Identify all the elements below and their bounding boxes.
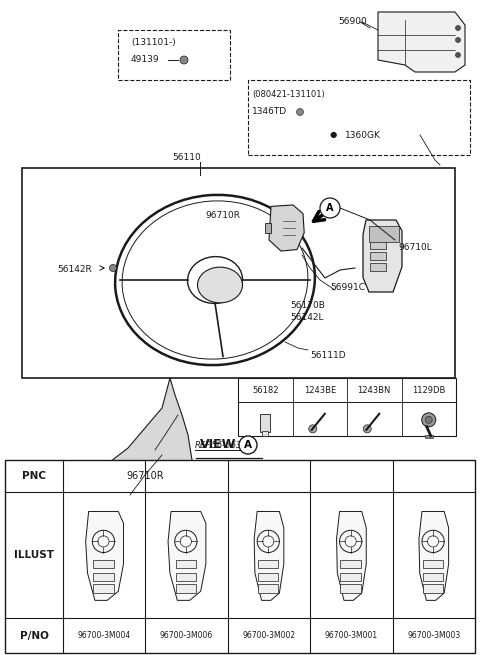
Bar [258, 584, 278, 593]
Bar [5, 460, 475, 653]
Text: 96700-3M006: 96700-3M006 [160, 631, 213, 640]
Text: 49139: 49139 [131, 56, 160, 64]
Polygon shape [168, 512, 206, 601]
Bar [262, 431, 268, 436]
Bar [93, 572, 114, 581]
Bar [370, 252, 386, 260]
Text: 96700-3M003: 96700-3M003 [407, 631, 460, 640]
Circle shape [456, 37, 460, 43]
Polygon shape [254, 512, 284, 601]
Text: (080421-131101): (080421-131101) [252, 90, 325, 100]
Bar [22, 168, 455, 378]
Text: 56991C: 56991C [330, 284, 365, 293]
Circle shape [456, 26, 460, 31]
Bar [238, 378, 456, 436]
Text: 1346TD: 1346TD [252, 107, 287, 117]
Bar [260, 414, 270, 432]
Bar [176, 560, 196, 568]
Text: 96710R: 96710R [127, 471, 164, 481]
Polygon shape [265, 223, 271, 233]
Text: ●: ● [330, 130, 337, 140]
Text: 96710R: 96710R [205, 210, 240, 219]
Circle shape [422, 413, 436, 427]
Bar [425, 435, 433, 438]
Text: 56142L: 56142L [290, 314, 324, 322]
Circle shape [425, 417, 432, 423]
Text: A: A [244, 440, 252, 450]
Bar [248, 80, 470, 155]
Bar [340, 560, 361, 568]
Text: 56170B: 56170B [290, 301, 325, 310]
Text: A: A [326, 203, 334, 213]
Bar [370, 263, 386, 271]
Text: 56142R: 56142R [57, 265, 92, 274]
Bar [93, 560, 114, 568]
Bar [340, 584, 361, 593]
Text: 1243BE: 1243BE [304, 386, 336, 395]
Text: 56111D: 56111D [310, 350, 346, 360]
Circle shape [109, 265, 117, 272]
Polygon shape [78, 378, 192, 534]
Text: 56110: 56110 [172, 153, 201, 162]
Bar [423, 560, 443, 568]
Polygon shape [336, 512, 366, 601]
Text: 96700-3M004: 96700-3M004 [78, 631, 131, 640]
Circle shape [309, 425, 317, 433]
Text: 56182: 56182 [252, 386, 278, 395]
Polygon shape [363, 220, 402, 292]
Circle shape [320, 198, 340, 218]
Circle shape [363, 425, 371, 433]
Bar [340, 572, 361, 581]
Circle shape [297, 109, 303, 115]
Bar [93, 584, 114, 593]
Bar [258, 572, 278, 581]
Text: ILLUST: ILLUST [14, 550, 54, 560]
Bar [176, 572, 196, 581]
Circle shape [180, 56, 188, 64]
Text: 96700-3M001: 96700-3M001 [325, 631, 378, 640]
Text: P/NO: P/NO [20, 631, 48, 641]
Polygon shape [378, 12, 465, 72]
Text: VIEW: VIEW [200, 438, 236, 451]
Text: PNC: PNC [22, 471, 46, 481]
Bar [370, 241, 386, 249]
Ellipse shape [197, 267, 242, 303]
Text: 1129DB: 1129DB [412, 386, 445, 395]
Text: 1243BN: 1243BN [358, 386, 391, 395]
Text: (131101-): (131101-) [131, 37, 176, 47]
Circle shape [456, 52, 460, 58]
Text: 96700-3M002: 96700-3M002 [242, 631, 296, 640]
Text: REF.56-563: REF.56-563 [195, 441, 242, 449]
Bar [176, 584, 196, 593]
Polygon shape [269, 205, 304, 251]
Bar [423, 572, 443, 581]
Circle shape [239, 436, 257, 454]
Bar [369, 226, 399, 242]
Bar [118, 30, 230, 80]
Polygon shape [419, 512, 449, 601]
Text: 56900: 56900 [338, 18, 367, 26]
Text: 1360GK: 1360GK [345, 130, 381, 140]
Text: 96710L: 96710L [398, 244, 432, 252]
Bar [258, 560, 278, 568]
Bar [423, 584, 443, 593]
Polygon shape [85, 512, 123, 601]
